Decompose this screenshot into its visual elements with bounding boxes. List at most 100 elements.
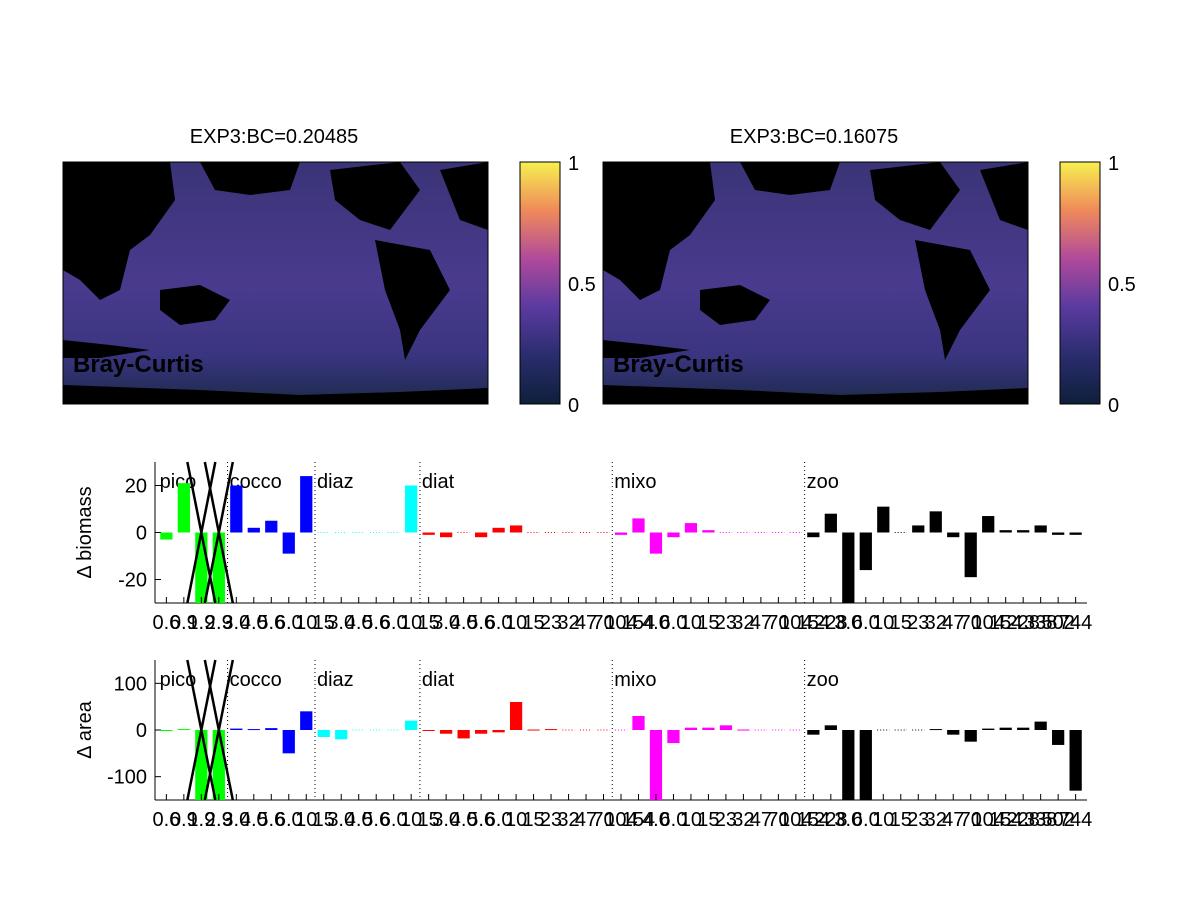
- bar-diat: [544, 729, 558, 731]
- x-tick-label: 228: [814, 809, 847, 831]
- x-tick-label: 6.0: [660, 612, 688, 634]
- bar-pico: [160, 532, 173, 540]
- bar-pico: [212, 532, 225, 603]
- x-tick-label: 10: [400, 612, 422, 634]
- x-tick-label: 228: [814, 612, 847, 634]
- x-tick-label: 744: [1059, 809, 1092, 831]
- x-tick-label: 338: [1024, 809, 1057, 831]
- bar-diat: [474, 532, 488, 538]
- x-tick-label: 6.0: [275, 809, 303, 831]
- group-label-mixo: mixo: [614, 669, 656, 691]
- x-tick-label: 15: [890, 809, 912, 831]
- x-tick-label: 23: [715, 809, 737, 831]
- bar-zoo: [929, 729, 942, 731]
- x-tick-label: 70: [767, 612, 789, 634]
- x-tick-label: 15: [697, 809, 719, 831]
- x-tick-label: 6.0: [380, 809, 408, 831]
- bar-zoo: [877, 506, 890, 533]
- x-tick-label: 154: [622, 612, 655, 634]
- x-tick-label: 502: [1041, 809, 1074, 831]
- x-tick-label: 104: [604, 809, 637, 831]
- bar-diat: [440, 730, 453, 734]
- bar-zoo: [1052, 532, 1065, 535]
- colorbar-1: [519, 161, 561, 405]
- x-tick-label: 4.0: [240, 612, 268, 634]
- bar-cocco: [265, 728, 278, 730]
- x-tick-label: 3.0: [327, 612, 355, 634]
- bar-diat: [474, 730, 488, 734]
- x-tick-label: 70: [767, 809, 789, 831]
- x-tick-label: 2.9: [205, 612, 233, 634]
- x-tick-label: 2.9: [205, 809, 233, 831]
- bar-mixo: [649, 730, 663, 800]
- bar-cocco: [230, 485, 243, 533]
- bar-zoo: [999, 530, 1012, 533]
- group-label-zoo: zoo: [807, 471, 839, 493]
- bar-cocco: [282, 730, 295, 754]
- bar-mixo: [684, 727, 698, 730]
- bar-cocco: [265, 520, 278, 533]
- x-tick-label: 3.0: [432, 809, 460, 831]
- y-axis-label: Δ biomass: [74, 486, 96, 578]
- group-label-cocco: cocco: [230, 471, 282, 493]
- bar-zoo: [982, 728, 995, 730]
- x-tick-label: 5.6: [467, 612, 495, 634]
- bar-mixo: [649, 532, 663, 554]
- bar-zoo: [999, 727, 1012, 730]
- x-tick-label: 6.0: [485, 612, 513, 634]
- x-tick-label: 4.0: [642, 612, 670, 634]
- bar-pico: [177, 483, 190, 533]
- x-tick-label: 10: [680, 809, 702, 831]
- x-tick-label: 6.0: [380, 612, 408, 634]
- y-tick-label: 100: [114, 673, 147, 695]
- x-tick-label: 5.6: [257, 809, 285, 831]
- bar-mixo: [667, 730, 680, 744]
- bar-zoo: [982, 516, 995, 533]
- bar-zoo: [1052, 730, 1065, 745]
- x-tick-label: 4.0: [642, 809, 670, 831]
- x-tick-label: 10: [680, 612, 702, 634]
- x-tick-label: 23: [907, 612, 929, 634]
- bar-diat: [440, 532, 453, 538]
- bar-mixo: [667, 532, 680, 538]
- x-tick-label: 0.6: [152, 612, 180, 634]
- bar-mixo: [684, 523, 698, 533]
- x-tick-label: 338: [1024, 612, 1057, 634]
- y-tick-label: 0: [136, 523, 147, 545]
- x-tick-label: 104: [779, 612, 812, 634]
- x-tick-label: 23: [907, 809, 929, 831]
- bar-mixo: [737, 729, 750, 731]
- x-tick-label: 4.0: [240, 809, 268, 831]
- bar-mixo: [719, 725, 733, 730]
- x-tick-label: 15: [418, 809, 440, 831]
- x-tick-label: 104: [972, 612, 1005, 634]
- x-tick-label: 32: [732, 612, 754, 634]
- x-tick-label: 228: [1006, 809, 1039, 831]
- x-tick-label: 47: [575, 809, 597, 831]
- x-tick-label: 5.6: [362, 809, 390, 831]
- colorbar-tick-1-bot: 0: [568, 395, 579, 417]
- bar-zoo: [912, 525, 925, 533]
- x-tick-label: 1.9: [187, 612, 215, 634]
- cross-out-line: [203, 461, 235, 604]
- bar-zoo: [842, 532, 855, 603]
- x-tick-label: 744: [1059, 612, 1092, 634]
- x-tick-label: 10: [295, 612, 317, 634]
- x-tick-label: 154: [622, 809, 655, 831]
- bar-cocco: [282, 532, 295, 554]
- bar-diaz: [317, 730, 330, 737]
- colorbar-tick-1-mid: 0.5: [568, 274, 596, 296]
- y-tick-label: 20: [125, 476, 147, 498]
- bar-diat: [492, 730, 505, 733]
- x-tick-label: 0.9: [170, 612, 198, 634]
- bar-zoo: [964, 532, 977, 578]
- x-tick-label: 104: [604, 612, 637, 634]
- x-tick-label: 3.0: [222, 809, 250, 831]
- bar-diat: [457, 730, 470, 739]
- x-tick-label: 32: [732, 809, 754, 831]
- x-tick-label: 4.0: [345, 809, 373, 831]
- colorbar-2: [1059, 161, 1101, 405]
- map-land-2: [603, 162, 1028, 404]
- bar-cocco: [300, 711, 313, 730]
